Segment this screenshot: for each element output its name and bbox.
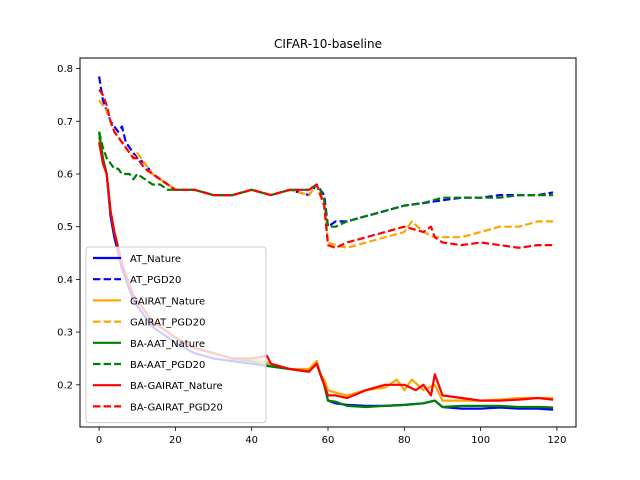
legend-label: AT_Nature (130, 254, 181, 265)
chart-title: CIFAR-10-baseline (274, 37, 382, 51)
x-tick-label: 60 (322, 435, 335, 446)
legend: AT_Nature AT_PGD20 GAIRAT_Nature GAIRAT_PGD… (85, 246, 267, 424)
y-axis: 0.2 0.3 0.4 0.5 0.6 0.7 0.8 (57, 64, 80, 391)
x-tick-label: 100 (471, 435, 490, 446)
y-tick-label: 0.8 (57, 64, 73, 75)
legend-label: BA-AAT_PGD20 (130, 360, 205, 371)
legend-label: BA-GAIRAT_PGD20 (130, 402, 223, 413)
y-tick-label: 0.4 (57, 275, 73, 286)
legend-box (85, 246, 267, 424)
x-tick-label: 0 (96, 435, 102, 446)
x-axis: 0 20 40 60 80 100 120 (96, 427, 566, 446)
legend-label: GAIRAT_Nature (130, 296, 205, 307)
series-line-ba-gairat-pgd20 (98, 88, 554, 249)
y-tick-label: 0.3 (57, 328, 73, 339)
legend-label: BA-GAIRAT_Nature (130, 381, 223, 392)
legend-label: GAIRAT_PGD20 (130, 318, 205, 329)
legend-label: AT_PGD20 (130, 275, 181, 286)
y-tick-label: 0.7 (57, 117, 73, 128)
x-tick-label: 40 (245, 435, 258, 446)
y-tick-label: 0.5 (57, 222, 73, 233)
x-tick-label: 120 (547, 435, 566, 446)
legend-label: BA-AAT_Nature (130, 339, 205, 350)
y-tick-label: 0.6 (57, 169, 73, 180)
x-tick-label: 20 (169, 435, 182, 446)
x-tick-label: 80 (398, 435, 411, 446)
y-tick-label: 0.2 (57, 380, 73, 391)
